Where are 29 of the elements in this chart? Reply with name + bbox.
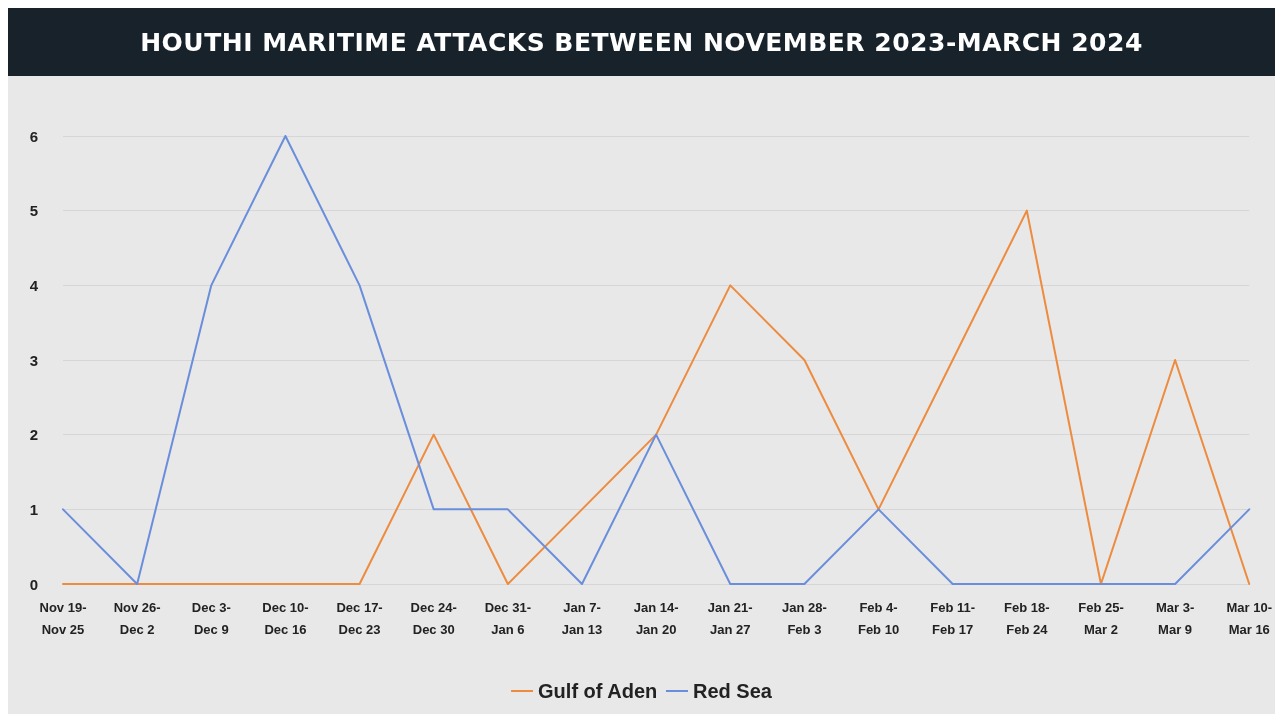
y-tick-label: 0	[29, 575, 38, 593]
x-tick-label: Mar 3- Mar 9	[1155, 599, 1195, 637]
y-tick-label: 3	[29, 351, 38, 369]
line-series	[62, 135, 1251, 585]
x-tick-label: Jan 21- Jan 27	[707, 599, 753, 637]
y-tick-label: 4	[29, 276, 39, 294]
x-tick-label: Dec 3- Dec 9	[191, 599, 231, 637]
x-tick-label: Nov 19- Nov 25	[39, 599, 87, 637]
x-tick-label: Dec 10- Dec 16	[262, 599, 309, 637]
legend-label: Red Sea	[693, 680, 773, 702]
y-tick-label: 1	[29, 500, 38, 518]
x-tick-label: Jan 7- Jan 13	[561, 599, 603, 637]
x-tick-label: Dec 17- Dec 23	[336, 599, 383, 637]
x-tick-label: Feb 4- Feb 10	[857, 599, 900, 637]
chart-title: HOUTHI MARITIME ATTACKS BETWEEN NOVEMBER 2023-MARCH 2024	[8, 8, 1275, 76]
y-tick-label: 5	[29, 202, 38, 220]
y-tick-label: 2	[29, 426, 38, 444]
y-tick-label: 6	[29, 127, 38, 145]
x-tick-label: Dec 24- Dec 30	[410, 599, 457, 637]
x-tick-label: Nov 26- Dec 2	[113, 599, 161, 637]
x-tick-label: Feb 11- Feb 17	[930, 599, 976, 637]
x-tick-label: Feb 18- Feb 24	[1004, 599, 1050, 637]
x-tick-label: Jan 14- Jan 20	[633, 599, 679, 637]
x-tick-label: Dec 31- Jan 6	[484, 599, 531, 637]
legend-label: Gulf of Aden	[538, 680, 658, 702]
x-tick-label: Mar 10- Mar 16	[1226, 599, 1273, 637]
line-series	[62, 209, 1251, 585]
x-tick-label: Feb 25- Mar 2	[1078, 599, 1124, 637]
x-tick-label: Jan 28- Feb 3	[781, 599, 827, 637]
